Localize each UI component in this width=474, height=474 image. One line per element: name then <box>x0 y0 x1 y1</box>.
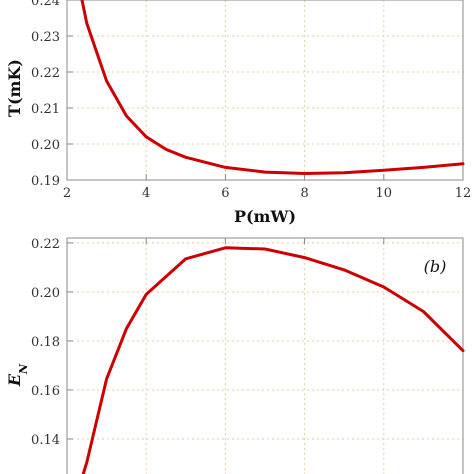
panel-b-ylabel-main: E <box>5 373 24 387</box>
panel-a-series-line <box>80 0 465 175</box>
panel-a-ticks: 2 4 6 8 10 12 0.19 0.20 0.21 0.22 0.23 0.24 <box>31 0 471 201</box>
panel-b: 0.14 0.16 0.18 0.20 0.22 (b) EN <box>5 237 465 474</box>
panel-b-ytick-label: 0.18 <box>31 335 60 350</box>
panel-a-frame <box>66 0 464 181</box>
panel-a-ytick-label: 0.19 <box>31 174 60 189</box>
panel-b-grid <box>66 238 464 474</box>
panel-b-ytick-label: 0.16 <box>31 384 60 399</box>
panel-a-grid <box>66 0 464 181</box>
panel-b-ticks: 0.14 0.16 0.18 0.20 0.22 <box>31 237 464 448</box>
panel-a-xlabel: P(mW) <box>234 207 296 226</box>
panel-a-ytick-label: 0.22 <box>31 66 60 81</box>
panel-a-ytick-label: 0.24 <box>31 0 60 9</box>
panel-a-xtick-label: 2 <box>63 186 71 201</box>
panel-a-xtick-label: 4 <box>142 186 150 201</box>
panel-b-ytick-label: 0.22 <box>31 237 60 252</box>
panel-a-ytick-label: 0.23 <box>31 30 60 45</box>
panel-a-xtick-label: 8 <box>300 186 308 201</box>
panel-a-ylabel: T(mK) <box>5 59 24 117</box>
panel-a-xtick-label: 6 <box>221 186 229 201</box>
panel-b-frame <box>66 237 464 474</box>
panel-b-ylabel-sub: N <box>17 363 30 375</box>
panel-a-ytick-label: 0.21 <box>31 102 60 117</box>
panel-a-xtick-label: 12 <box>455 186 472 201</box>
panel-b-ylabel: EN <box>5 363 30 387</box>
panel-a: 2 4 6 8 10 12 0.19 0.20 0.21 0.22 0.23 0.24 P(mW) T… <box>5 0 471 226</box>
panel-b-series-line <box>81 246 465 474</box>
panel-a-ytick-label: 0.20 <box>31 138 60 153</box>
panel-b-ytick-label: 0.20 <box>31 286 60 301</box>
panel-b-annotation: (b) <box>424 257 447 276</box>
panel-b-ytick-label: 0.14 <box>31 433 60 448</box>
panel-a-xtick-label: 10 <box>376 186 393 201</box>
